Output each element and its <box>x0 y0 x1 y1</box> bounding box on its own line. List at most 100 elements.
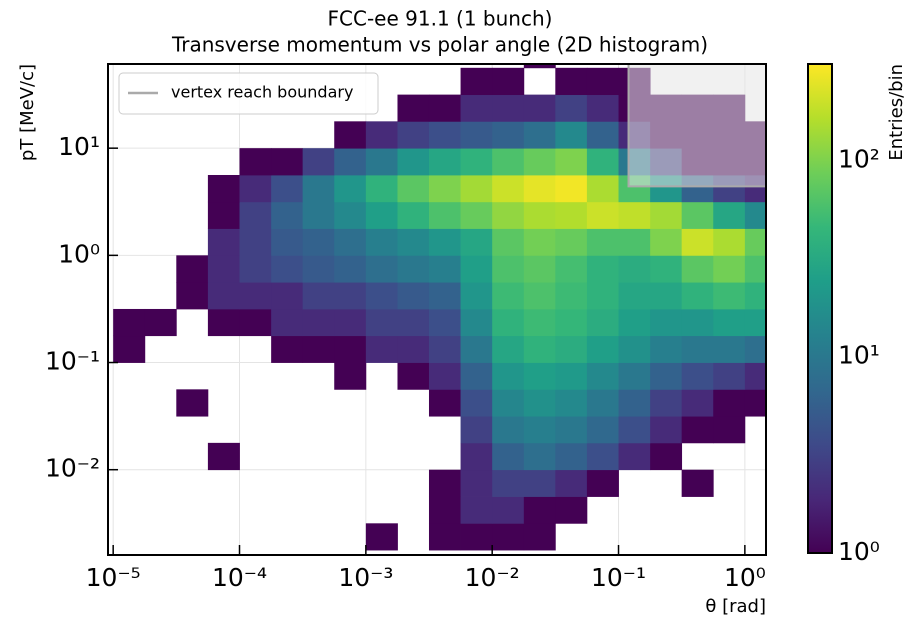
hist-cell <box>523 174 556 203</box>
hist-cell <box>586 442 619 471</box>
hist-cell <box>681 389 714 417</box>
hist-cell <box>523 389 556 417</box>
hist-cell <box>239 201 272 229</box>
hist-cell <box>428 255 461 283</box>
hist-cell <box>271 335 304 363</box>
hist-cell <box>555 228 588 256</box>
boundary-region <box>628 64 766 187</box>
hist-cell <box>586 174 619 203</box>
hist-cell <box>365 282 398 310</box>
hist-cell <box>523 496 556 524</box>
hist-cell <box>618 442 651 471</box>
hist-cell <box>555 389 588 417</box>
hist-cell <box>586 469 619 497</box>
hist-cell <box>428 148 461 176</box>
hist-cell <box>271 201 304 229</box>
hist-cell <box>428 94 461 122</box>
hist-cell <box>650 255 683 283</box>
hist-cell <box>334 308 367 337</box>
legend-box <box>118 72 379 115</box>
y-tick-label: 10¹ <box>58 132 100 161</box>
hist-cell <box>302 308 335 337</box>
boundary-line <box>627 64 766 188</box>
hist-cell <box>460 416 493 444</box>
hist-cell <box>555 335 588 363</box>
hist-cell <box>460 442 493 471</box>
hist-cell <box>302 282 335 310</box>
hist-cell <box>428 228 461 256</box>
hist-cell <box>555 67 588 96</box>
hist-cell <box>523 308 556 337</box>
hist-cell <box>586 148 619 176</box>
colorbar-label: Entries/bin <box>886 64 907 161</box>
hist-cell <box>523 228 556 256</box>
hist-cell <box>555 308 588 337</box>
hist-cell <box>460 121 493 149</box>
hist-cell <box>681 362 714 390</box>
hist-cell <box>334 362 367 390</box>
hist-cell <box>523 255 556 283</box>
hist-cell <box>144 308 177 337</box>
hist-cell <box>397 94 430 122</box>
hist-cell <box>397 148 430 176</box>
y-tick-label: 10⁻² <box>45 454 100 483</box>
hist-cell <box>271 148 304 176</box>
hist-cell <box>334 335 367 363</box>
hist-cell <box>239 148 272 176</box>
hist-cell <box>650 389 683 417</box>
hist-cell <box>523 64 556 69</box>
hist-cell <box>555 201 588 229</box>
hist-cell <box>618 416 651 444</box>
hist-cell <box>650 416 683 444</box>
hist-cell <box>397 282 430 310</box>
hist-cell <box>334 148 367 176</box>
colorbar <box>807 63 833 554</box>
hist-cell <box>523 442 556 471</box>
hist-cell <box>207 255 240 283</box>
hist-cell <box>555 469 588 497</box>
hist-cell <box>176 389 209 417</box>
hist-cell <box>650 335 683 363</box>
hist-cell <box>365 174 398 203</box>
hist-cell <box>681 416 714 444</box>
hist-cell <box>586 389 619 417</box>
hist-cell <box>492 67 525 96</box>
hist-cell <box>492 228 525 256</box>
hist-cell <box>239 308 272 337</box>
hist-cell <box>555 148 588 176</box>
hist-cell <box>586 121 619 149</box>
hist-cell <box>271 228 304 256</box>
hist-cell <box>713 362 746 390</box>
hist-cell <box>650 442 683 471</box>
hist-cell <box>618 228 651 256</box>
hist-cell <box>428 389 461 417</box>
hist-cell <box>492 121 525 149</box>
legend-label: vertex reach boundary <box>171 83 353 102</box>
hist-cell <box>681 228 714 256</box>
hist-cell <box>428 121 461 149</box>
hist-cell <box>113 335 146 363</box>
hist-cell <box>397 201 430 229</box>
hist-cell <box>428 362 461 390</box>
hist-cell <box>650 282 683 310</box>
hist-cell <box>555 94 588 122</box>
hist-cell <box>523 416 556 444</box>
hist-cell <box>713 308 746 337</box>
hist-cell <box>492 335 525 363</box>
hist-cell <box>207 442 240 471</box>
legend: vertex reach boundary <box>118 72 379 115</box>
hist-cell <box>365 148 398 176</box>
hist-cell <box>334 228 367 256</box>
hist-cell <box>492 255 525 283</box>
y-axis-label: pT [MeV/c] <box>17 64 38 161</box>
hist-cell <box>713 389 746 417</box>
hist-cell <box>618 389 651 417</box>
hist-cell <box>460 174 493 203</box>
hist-cell <box>744 362 766 390</box>
hist-cell <box>744 255 766 283</box>
hist-cell <box>744 228 766 256</box>
hist-cell <box>428 201 461 229</box>
hist-cell <box>460 148 493 176</box>
heatmap <box>113 64 766 551</box>
